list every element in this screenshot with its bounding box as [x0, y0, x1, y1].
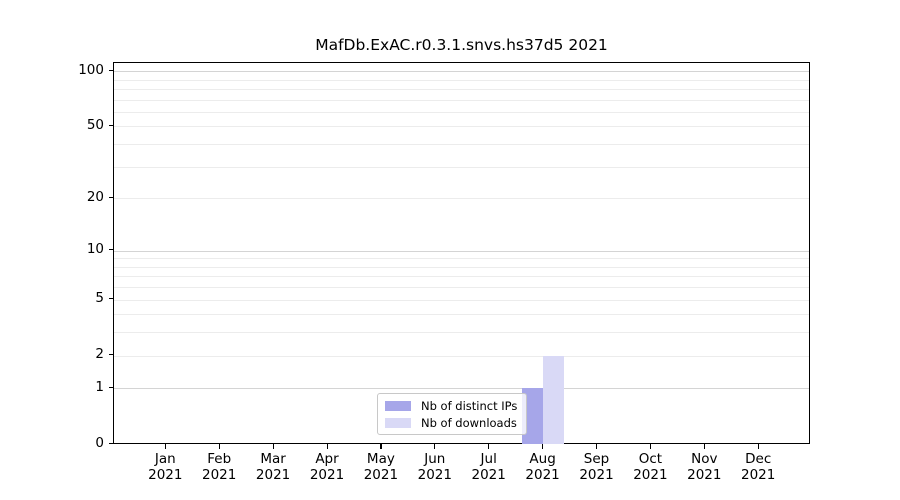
y-tick-mark [108, 196, 114, 198]
y-tick-label: 10 [86, 241, 104, 257]
x-tick-mark [164, 443, 166, 449]
gridline-minor [114, 276, 809, 278]
y-tick-mark [108, 69, 114, 71]
x-tick-label-oct: Oct 2021 [633, 451, 668, 483]
x-tick-mark [757, 443, 759, 449]
gridline-minor [114, 166, 809, 168]
bar-nb-of-distinct-ips-aug [522, 388, 544, 445]
x-tick-label-jul: Jul 2021 [471, 451, 506, 483]
gridline-minor [114, 198, 809, 200]
y-tick-label: 100 [78, 61, 104, 78]
bar-nb-of-downloads-aug [543, 355, 565, 445]
x-tick-label-jan: Jan 2021 [148, 451, 183, 483]
y-tick-label: 1 [95, 378, 104, 395]
gridline-minor [114, 355, 809, 357]
y-tick-mark [108, 298, 114, 300]
legend-item-distinct-ips: Nb of distinct IPs [385, 397, 517, 414]
y-tick-mark [108, 124, 114, 127]
y-tick-mark [108, 386, 114, 389]
gridline-minor [114, 299, 809, 301]
gridline-minor [114, 287, 809, 289]
x-tick-label-feb: Feb 2021 [202, 451, 237, 483]
y-tick-label: 0 [95, 435, 104, 451]
legend: Nb of distinct IPs Nb of downloads [377, 393, 528, 435]
gridline-minor [114, 126, 809, 128]
x-tick-label-nov: Nov 2021 [687, 451, 722, 483]
gridline-major [114, 250, 809, 252]
gridline-minor [114, 266, 809, 268]
x-tick-label-may: May 2021 [363, 451, 399, 483]
gridline-minor [114, 79, 809, 81]
y-tick-mark [108, 249, 114, 251]
legend-label-distinct-ips: Nb of distinct IPs [421, 398, 518, 413]
x-tick-label-jun: Jun 2021 [417, 451, 452, 483]
x-tick-mark [596, 443, 598, 449]
x-tick-mark [488, 443, 490, 449]
plot-area [113, 62, 810, 445]
legend-swatch-distinct-ips [385, 400, 411, 411]
gridline-minor [114, 332, 809, 334]
gridline-minor [114, 99, 809, 101]
x-tick-label-mar: Mar 2021 [255, 451, 291, 483]
gridline-major [114, 388, 809, 390]
y-tick-mark [108, 354, 114, 356]
gridline-minor [114, 111, 809, 113]
legend-label-downloads: Nb of downloads [421, 415, 517, 430]
y-tick-mark [108, 443, 114, 445]
y-tick-label: 20 [86, 188, 104, 205]
x-tick-mark [434, 443, 436, 449]
x-tick-mark [218, 443, 220, 449]
gridline-minor [114, 314, 809, 316]
x-tick-label-apr: Apr 2021 [309, 451, 345, 483]
gridline-minor [114, 88, 809, 90]
gridline-minor [114, 258, 809, 260]
x-tick-mark [272, 443, 274, 449]
legend-swatch-downloads [385, 417, 411, 428]
y-tick-label: 50 [86, 116, 104, 133]
x-tick-label-dec: Dec 2021 [741, 451, 776, 483]
gridline-minor [114, 144, 809, 146]
chart-title: MafDb.ExAC.r0.3.1.snvs.hs37d5 2021 [315, 36, 608, 54]
x-tick-mark [326, 443, 328, 449]
x-tick-mark [649, 443, 652, 449]
y-tick-label: 5 [95, 290, 104, 307]
y-tick-label: 2 [95, 346, 104, 363]
x-tick-mark [703, 443, 705, 449]
x-tick-mark [380, 443, 382, 449]
x-tick-label-sep: Sep 2021 [579, 451, 614, 483]
legend-item-downloads: Nb of downloads [385, 414, 517, 431]
x-tick-mark [542, 443, 544, 449]
x-tick-label-aug: Aug 2021 [525, 451, 560, 483]
gridline-major [114, 71, 809, 73]
